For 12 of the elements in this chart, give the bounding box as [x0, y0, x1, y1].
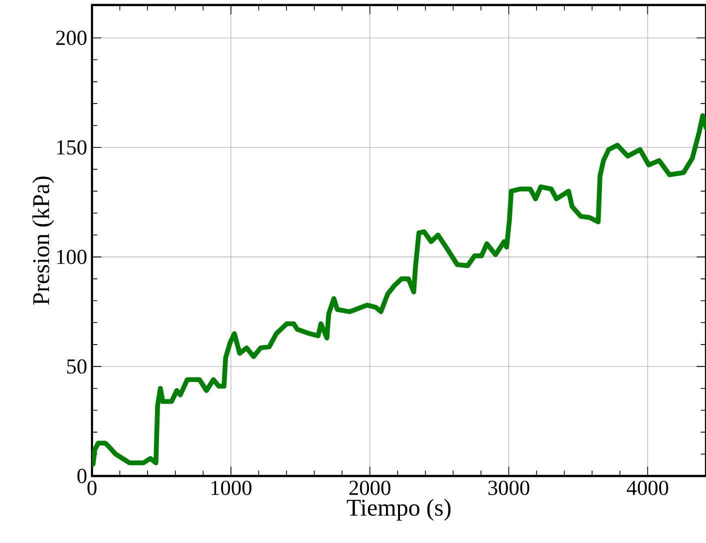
x-tick-label: 0	[87, 480, 97, 496]
x-tick-label: 2000	[349, 480, 390, 496]
x-tick-label: 1000	[211, 480, 252, 496]
x-tick-label: 4000	[626, 480, 668, 496]
x-tick-label: 3000	[488, 480, 530, 496]
y-tick-label: 50	[67, 359, 86, 374]
x-axis-title: Tiempo (s)	[346, 498, 451, 521]
y-tick-label: 100	[57, 250, 86, 264]
y-tick-label: 200	[56, 30, 86, 46]
y-tick-label: 0	[77, 468, 86, 484]
y-axis-title: Presion (kPa)	[32, 176, 54, 305]
y-tick-label: 150	[57, 140, 86, 155]
